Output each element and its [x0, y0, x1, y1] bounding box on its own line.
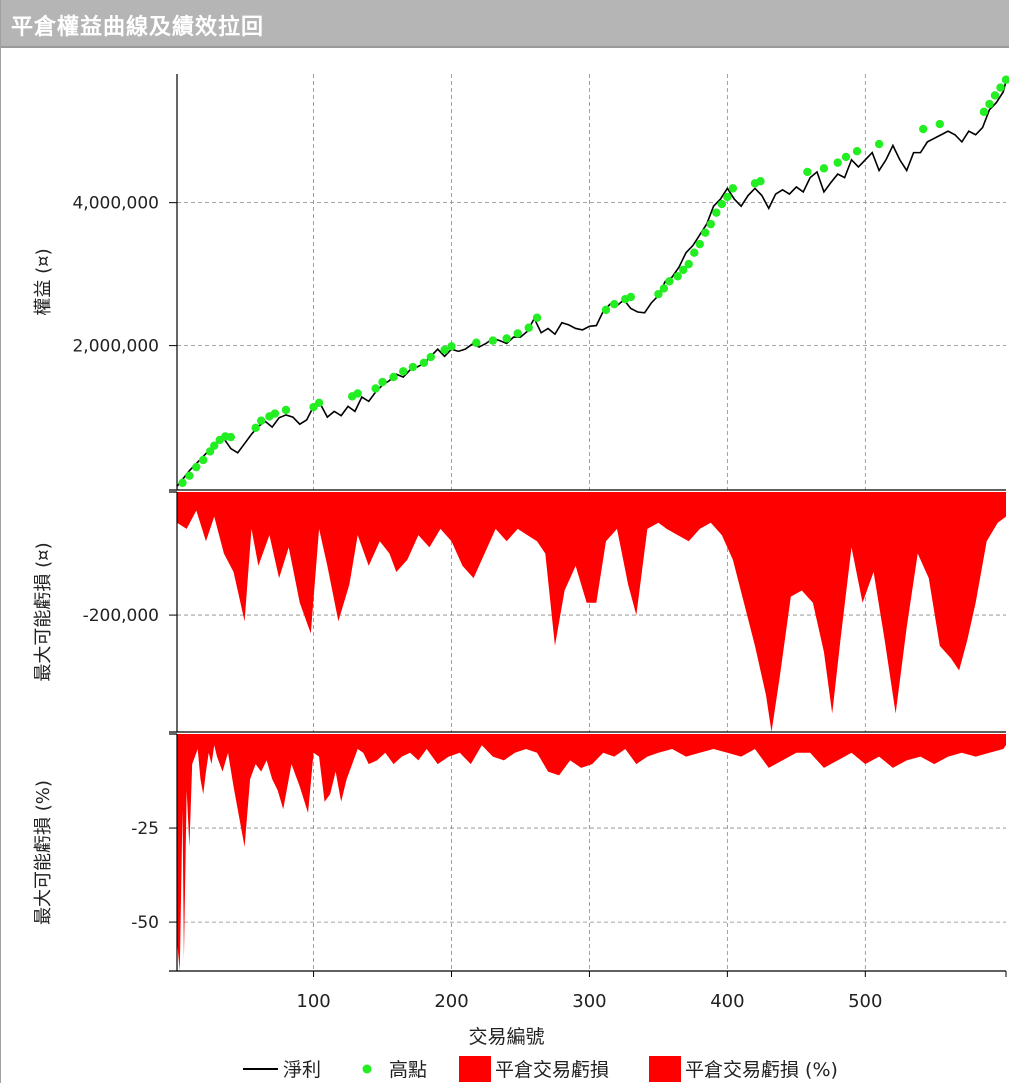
high-point — [270, 409, 280, 418]
high-point — [717, 199, 727, 209]
high-point — [178, 478, 187, 488]
high-point — [256, 416, 266, 425]
high-point — [371, 384, 380, 393]
high-point — [712, 208, 721, 217]
high-point — [833, 158, 842, 167]
high-point — [399, 367, 408, 376]
window-title: 平倉權益曲線及績效拉回 — [11, 15, 265, 40]
high-point — [659, 284, 669, 293]
legend-item: 平倉交易虧損 — [459, 1056, 609, 1082]
high-point — [378, 377, 387, 387]
y-axis-label: 權益 (¤) — [33, 248, 54, 315]
high-point — [426, 352, 436, 362]
high-point — [440, 345, 449, 355]
high-point — [502, 334, 511, 343]
high-point — [665, 277, 674, 286]
high-point — [199, 455, 208, 465]
high-point — [472, 338, 481, 347]
high-point — [192, 462, 201, 472]
drawdown-area — [177, 492, 1006, 732]
x-tick-label: 400 — [710, 991, 744, 1012]
high-point — [447, 342, 456, 351]
legend-label: 淨利 — [283, 1059, 321, 1081]
high-point — [706, 219, 716, 229]
high-point — [408, 362, 418, 372]
high-point — [389, 372, 398, 382]
high-point — [1001, 75, 1009, 84]
high-point — [251, 423, 260, 433]
legend: 淨利 高點 平倉交易虧損 平倉交易虧損 (%) — [243, 1056, 838, 1082]
high-point — [919, 124, 928, 134]
panel-drawdown: -200,000 最大可能虧損 (¤) — [33, 491, 1006, 733]
panel-equity: 2,000,000 4,000,000 權益 (¤) — [33, 74, 1009, 491]
x-tick-label: 100 — [296, 991, 330, 1012]
high-point — [654, 289, 663, 299]
high-point — [673, 272, 682, 281]
x-tick-label: 200 — [434, 991, 468, 1012]
title-bar: 平倉權益曲線及績效拉回 — [1, 0, 1009, 48]
high-point — [601, 305, 611, 315]
chart: 2,000,000 4,000,000 權益 (¤) -200,000 最大可能虧損 (… — [33, 74, 1009, 1082]
high-point — [690, 248, 699, 257]
high-point — [524, 323, 533, 332]
high-point — [852, 146, 862, 156]
high-point — [996, 83, 1005, 92]
y-tick-label: 4,000,000 — [72, 194, 159, 214]
high-point — [610, 299, 619, 309]
y-tick-label: -50 — [131, 913, 159, 933]
high-point — [419, 358, 429, 367]
legend-item: 淨利 — [243, 1059, 321, 1081]
high-point — [695, 239, 704, 249]
high-point — [513, 329, 522, 338]
high-point — [723, 192, 732, 202]
x-axis-label: 交易編號 — [468, 1026, 544, 1048]
high-point — [281, 405, 291, 415]
y-tick-label: -25 — [131, 819, 159, 839]
high-point — [226, 432, 235, 442]
high-point — [803, 167, 812, 177]
legend-dot-swatch — [362, 1064, 372, 1074]
high-point — [985, 99, 994, 109]
y-tick-label: -200,000 — [83, 606, 159, 626]
high-point — [314, 398, 324, 407]
legend-label: 平倉交易虧損 (%) — [685, 1059, 838, 1081]
legend-box-swatch — [459, 1056, 491, 1082]
x-tick-label: 500 — [848, 991, 882, 1012]
high-point — [756, 177, 765, 186]
high-point — [701, 228, 710, 237]
drawdown-area — [177, 734, 1006, 971]
high-point — [935, 119, 944, 129]
legend-box-swatch — [649, 1056, 681, 1082]
high-point — [979, 107, 989, 117]
high-point — [626, 292, 636, 302]
high-point — [874, 139, 884, 149]
x-tick-label: 300 — [572, 991, 606, 1012]
high-point — [532, 313, 542, 322]
panel-drawdown_pct: -25 -50 最大可能虧損 (%) — [33, 733, 1006, 972]
y-axis-label: 最大可能虧損 (¤) — [33, 542, 54, 681]
y-tick-label: 2,000,000 — [72, 337, 159, 357]
high-point — [728, 184, 738, 193]
high-point — [210, 441, 219, 450]
high-point — [990, 91, 1000, 100]
high-point — [488, 336, 498, 345]
y-axis-label: 最大可能虧損 (%) — [33, 780, 54, 925]
legend-item: 高點 — [362, 1059, 427, 1081]
legend-label: 平倉交易虧損 — [495, 1059, 609, 1081]
high-point — [353, 389, 362, 398]
legend-label: 高點 — [389, 1059, 427, 1081]
high-point — [684, 259, 693, 269]
legend-item: 平倉交易虧損 (%) — [649, 1056, 838, 1082]
high-point — [819, 164, 829, 173]
high-point — [679, 265, 688, 275]
high-point — [185, 471, 194, 480]
high-point — [841, 152, 851, 162]
